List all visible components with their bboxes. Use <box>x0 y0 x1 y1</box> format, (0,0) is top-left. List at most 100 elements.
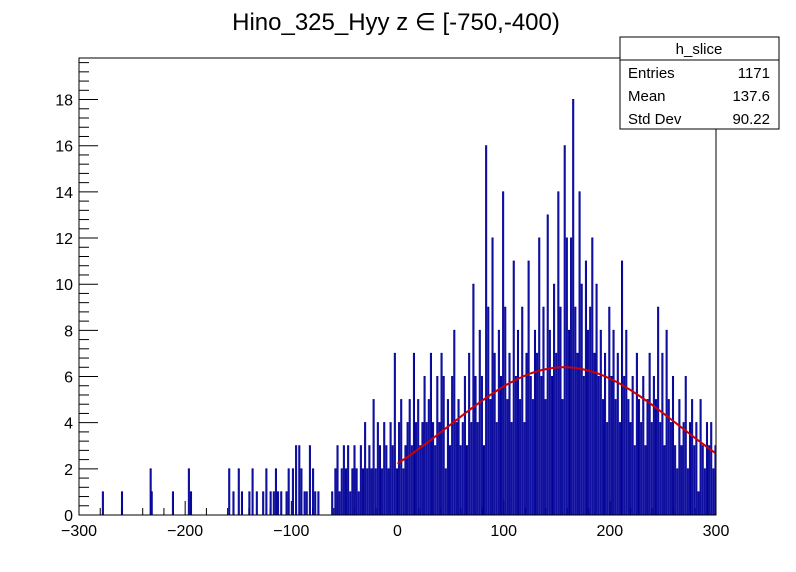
histogram-bin <box>648 352 651 515</box>
histogram-bin <box>612 329 615 515</box>
histogram-bin <box>262 491 265 515</box>
histogram-bin <box>625 329 628 515</box>
histogram-bin <box>652 376 655 515</box>
x-tick-label: 100 <box>490 523 517 540</box>
fit-curve <box>396 366 717 465</box>
y-tick-label: 6 <box>64 370 73 387</box>
histogram-bin <box>410 445 413 515</box>
histogram-bin <box>610 376 613 515</box>
histogram-bin <box>272 491 275 515</box>
histogram-bin <box>287 468 290 515</box>
histogram-bin <box>663 445 666 515</box>
histogram-bin <box>366 468 369 515</box>
histogram-bin <box>710 422 713 515</box>
histogram-bin <box>415 422 418 515</box>
histogram-bin <box>461 422 464 515</box>
histogram-bin <box>421 422 424 515</box>
histogram-bin <box>393 352 396 515</box>
histogram-bin <box>574 306 577 515</box>
histogram-bin <box>298 445 301 515</box>
histogram-bin <box>608 306 611 515</box>
histogram-bin <box>378 445 382 515</box>
y-tick-label: 2 <box>64 462 73 479</box>
histogram-bin <box>667 399 670 515</box>
histogram-bin <box>295 445 298 515</box>
histogram-bin <box>650 422 653 515</box>
histogram-bin <box>584 260 587 515</box>
histogram-bin <box>402 468 405 515</box>
histogram-bin <box>601 399 604 515</box>
histogram-bin <box>376 422 379 515</box>
stats-box-title: h_slice <box>676 41 723 58</box>
histogram-bin <box>305 491 308 515</box>
histogram-bin <box>387 468 390 515</box>
histogram-bin <box>395 468 398 515</box>
histogram-bin <box>347 445 350 515</box>
histogram-bin <box>466 445 469 515</box>
histogram-bin <box>618 422 621 515</box>
histogram-bin <box>531 399 534 515</box>
histogram-bin <box>676 468 679 515</box>
stats-stddev-value: 90.22 <box>732 111 770 128</box>
histogram-bin <box>665 329 668 515</box>
histogram-bin <box>101 491 104 515</box>
x-tick-label: −100 <box>273 523 309 540</box>
y-tick-label: 16 <box>55 139 73 156</box>
histogram-bin <box>442 376 445 515</box>
histogram-bin <box>701 445 704 515</box>
histogram-bin <box>255 491 258 515</box>
histogram-bin <box>372 399 375 515</box>
histogram-bin <box>565 237 568 515</box>
histogram-bin <box>674 445 677 515</box>
histogram-bin <box>593 352 596 515</box>
histogram-bin <box>189 491 193 515</box>
histogram-bin <box>640 422 643 515</box>
histogram-bin <box>512 260 515 515</box>
histogram-bin <box>434 445 437 515</box>
histogram-bin <box>412 352 415 515</box>
histogram-bin <box>470 422 473 515</box>
histogram-bin <box>533 329 537 515</box>
y-tick-label: 12 <box>55 231 73 248</box>
histogram-bin <box>686 468 689 515</box>
histogram-bin <box>232 491 235 515</box>
histogram-bin <box>591 237 594 515</box>
histogram-bin <box>400 399 403 515</box>
histogram-bin <box>474 376 477 515</box>
histogram-bin <box>570 237 573 515</box>
histogram-bin <box>510 422 513 515</box>
histogram-bin <box>385 445 388 515</box>
histogram-bin <box>546 214 549 515</box>
histogram-bin <box>370 468 373 515</box>
histogram-bin <box>582 376 585 515</box>
histogram-bin <box>604 352 607 515</box>
histogram-bin <box>150 491 153 515</box>
histogram-bin <box>629 422 632 515</box>
histogram-bin <box>457 399 460 515</box>
histogram-bin <box>368 445 371 515</box>
histogram-bin <box>240 491 243 515</box>
y-tick-label: 0 <box>64 508 73 525</box>
histogram-bin <box>427 399 430 515</box>
histogram-bin <box>432 422 435 515</box>
histogram-bin <box>480 376 483 515</box>
stats-stddev-label: Std Dev <box>628 111 682 128</box>
histogram-bin <box>476 422 479 515</box>
histogram-bin <box>553 283 556 515</box>
histogram-bin <box>580 283 583 515</box>
histogram-bin <box>285 491 288 515</box>
histogram-bin <box>589 306 592 515</box>
histogram-bin <box>312 468 315 515</box>
histogram-bin <box>557 191 560 515</box>
histogram-bin <box>508 352 511 515</box>
histogram-bin <box>495 422 498 515</box>
histogram-bin <box>491 237 494 515</box>
histogram-bin <box>463 376 466 515</box>
histogram-bin <box>482 445 486 515</box>
histogram-bin <box>544 399 547 515</box>
histogram-bin <box>459 445 462 515</box>
histogram-bin <box>599 329 602 515</box>
histogram-bin <box>525 352 528 515</box>
y-tick-label: 4 <box>64 416 73 433</box>
histogram-bin <box>550 376 554 515</box>
